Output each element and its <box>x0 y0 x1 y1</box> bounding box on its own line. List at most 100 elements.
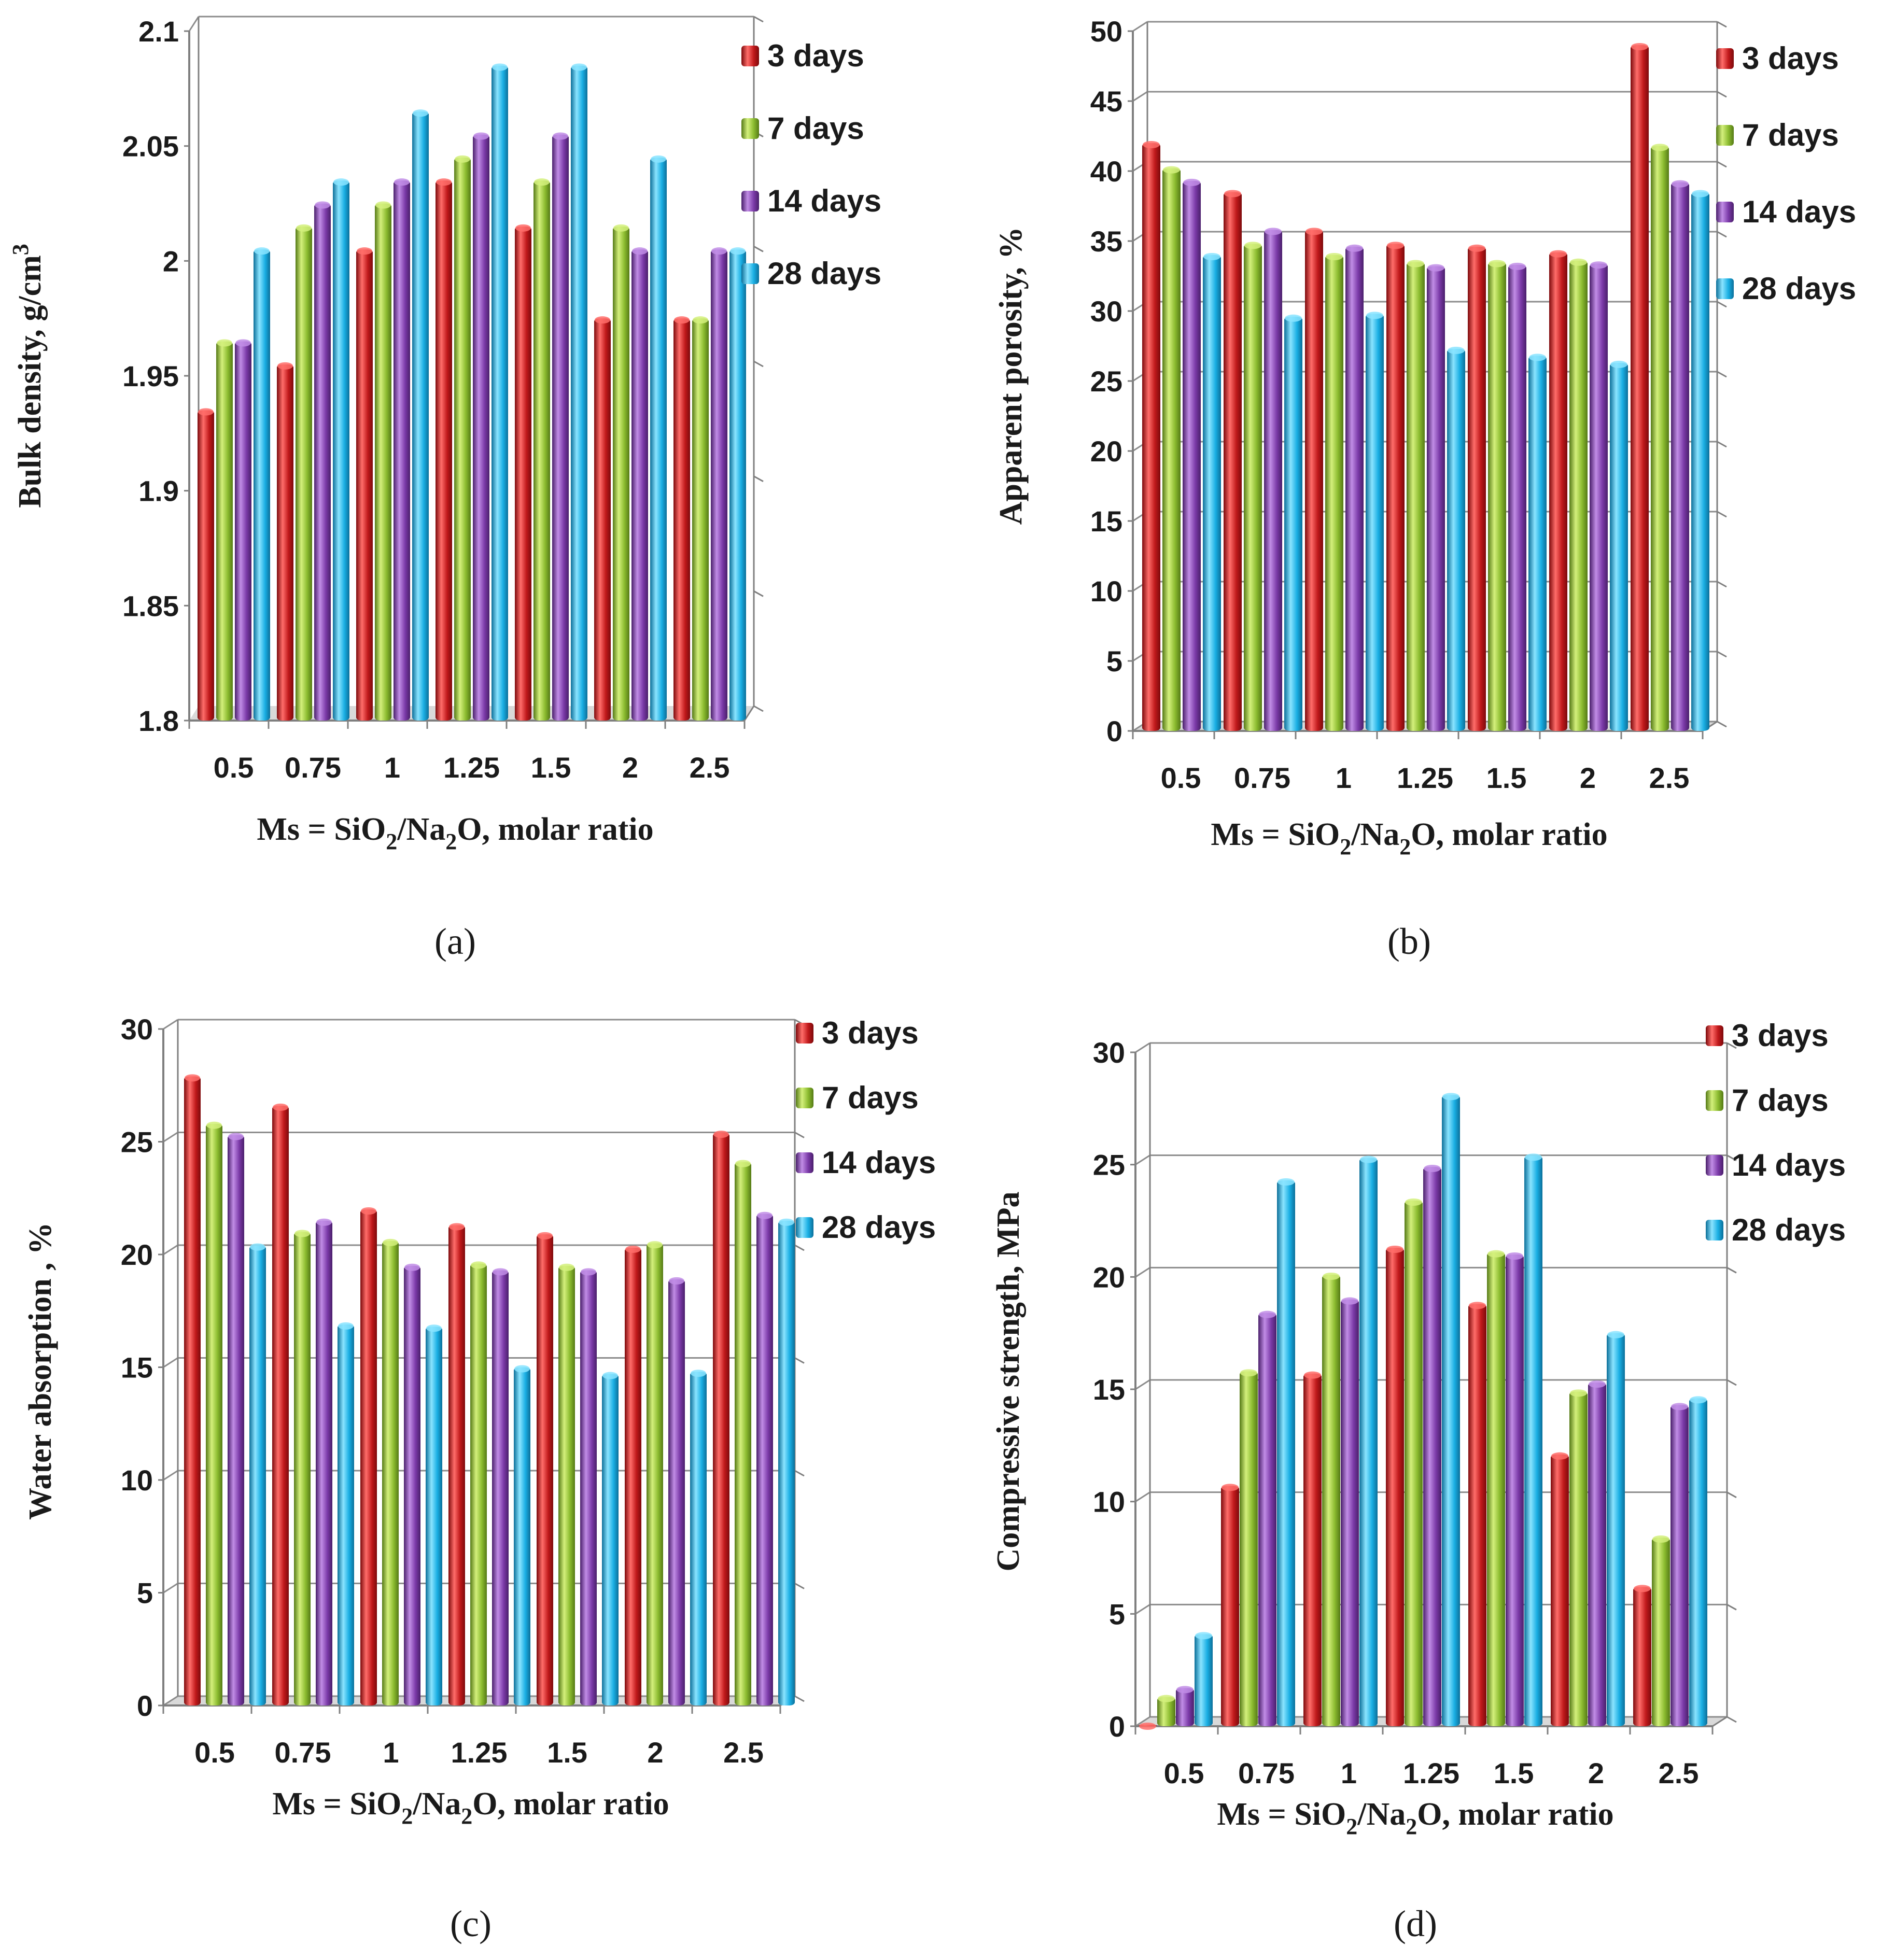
bar <box>1588 1383 1606 1726</box>
depth-tick <box>1726 1042 1737 1049</box>
bar <box>647 1243 663 1705</box>
bar-cap <box>1469 1302 1486 1309</box>
depth-tick <box>1726 1379 1737 1386</box>
legend-label: 14 days <box>822 1145 936 1180</box>
x-tick-label: 2 <box>622 751 638 784</box>
y-tick-label: 5 <box>1106 645 1122 678</box>
x-axis-title-part: 2 <box>1406 1814 1417 1839</box>
legend-label: 3 days <box>822 1016 919 1050</box>
bar-cap <box>1634 1585 1651 1592</box>
legend-label: 28 days <box>822 1210 936 1245</box>
bar <box>1508 264 1526 731</box>
bar-cap <box>361 1207 376 1215</box>
bar <box>613 226 629 721</box>
legend-swatch <box>1716 125 1734 146</box>
bar <box>1652 1538 1670 1726</box>
x-tick-label: 1.25 <box>1397 762 1453 794</box>
bar-cap <box>534 178 550 186</box>
bar <box>470 1263 487 1705</box>
bar <box>1551 1454 1569 1726</box>
bar <box>235 341 251 721</box>
depth-tick <box>794 1132 805 1138</box>
gridline-side <box>1132 91 1148 102</box>
depth-tick <box>1717 651 1727 658</box>
bar-cap <box>1424 1165 1441 1172</box>
bar <box>1524 1155 1542 1726</box>
bar <box>1689 1398 1707 1726</box>
y-axis-title: Bulk density, g/cm3 <box>8 244 48 508</box>
depth-tick <box>753 590 764 597</box>
x-tick-label: 1.25 <box>1403 1757 1459 1789</box>
x-axis-title: Ms = SiO2/Na2O, molar ratio <box>1217 1797 1613 1839</box>
bar <box>206 1123 222 1705</box>
bar-cap <box>1651 144 1668 151</box>
bar <box>729 249 746 721</box>
bar-cap <box>1551 1452 1568 1460</box>
bar <box>580 1270 597 1705</box>
x-tick-label: 2.5 <box>1659 1757 1699 1789</box>
bar <box>254 249 270 721</box>
bar <box>382 1240 399 1705</box>
y-tick-label: 10 <box>121 1464 153 1497</box>
bar-cap <box>1506 1252 1523 1260</box>
y-axis-title: Compressive strength, MPa <box>991 1191 1026 1571</box>
bar <box>448 1225 465 1705</box>
legend-label: 28 days <box>1742 271 1856 306</box>
legend-label: 7 days <box>822 1080 919 1115</box>
bar-cap <box>632 247 648 255</box>
bar <box>296 226 312 721</box>
legend-swatch <box>796 1023 813 1044</box>
depth-tick <box>794 1695 805 1702</box>
bar-cap <box>1222 1484 1239 1491</box>
bar <box>571 65 587 721</box>
legend-label: 14 days <box>1732 1148 1846 1182</box>
depth-tick <box>753 16 764 23</box>
x-tick-label: 1 <box>1336 762 1352 794</box>
x-tick-label: 0.75 <box>285 751 341 784</box>
bar <box>1671 1405 1689 1726</box>
bar-cap <box>315 201 330 209</box>
bar-cap <box>1346 244 1363 252</box>
x-axis-title: Ms = SiO2/Na2O, molar ratio <box>257 812 653 854</box>
y-tick-label: 25 <box>1090 365 1122 398</box>
bar <box>602 1374 619 1705</box>
bar-cap <box>1529 354 1546 361</box>
bar-cap <box>1692 190 1709 198</box>
bar-cap <box>595 316 610 324</box>
bar <box>314 203 331 721</box>
bar-cap <box>553 132 568 140</box>
y-axis-title-text: Water absorption , % <box>23 1222 58 1520</box>
panel-caption: (d) <box>1394 1903 1437 1944</box>
legend-swatch <box>1706 1090 1723 1111</box>
bar-cap <box>198 408 214 416</box>
bar-cap <box>1259 1310 1276 1318</box>
gridline-side <box>163 1357 178 1368</box>
bar-cap <box>394 178 410 186</box>
bar-cap <box>1405 1198 1422 1206</box>
y-tick-label: 1.95 <box>122 360 179 392</box>
x-tick-label: 2 <box>647 1736 663 1769</box>
x-axis-title-part: Ms = SiO <box>1211 817 1340 852</box>
legend-label: 7 days <box>767 111 864 146</box>
bar <box>1671 182 1689 731</box>
bar-cap <box>1285 314 1302 322</box>
bar <box>1427 266 1445 731</box>
bar <box>277 364 293 721</box>
bar <box>631 249 648 721</box>
bar-cap <box>1442 1093 1459 1101</box>
bar <box>1423 1167 1441 1726</box>
gridline-side <box>163 1470 178 1481</box>
bar-cap <box>1489 260 1506 267</box>
bar-cap <box>228 1133 244 1140</box>
bar <box>1284 316 1302 731</box>
bar <box>1366 314 1384 731</box>
bar <box>1488 262 1506 731</box>
legend-label: 3 days <box>1732 1018 1829 1053</box>
bar <box>1549 252 1567 731</box>
bar <box>1157 1697 1175 1726</box>
bar-cap <box>217 339 232 347</box>
bar-cap <box>559 1263 574 1271</box>
x-tick-label: 2.5 <box>723 1736 764 1769</box>
bar-cap <box>1407 260 1424 267</box>
x-tick-label: 1.25 <box>443 751 500 784</box>
